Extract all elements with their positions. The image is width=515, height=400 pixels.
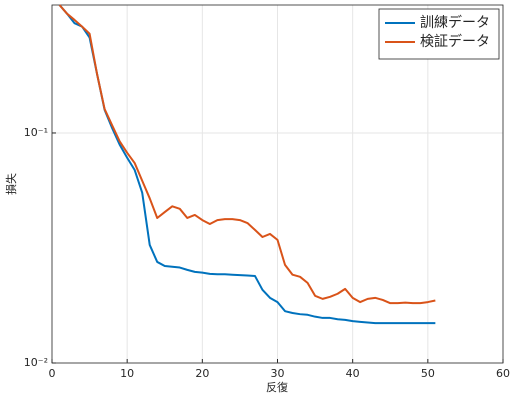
x-tick-label: 30 xyxy=(271,367,285,380)
legend-box xyxy=(378,8,500,60)
x-tick-label: 10 xyxy=(120,367,134,380)
x-tick-label: 0 xyxy=(49,367,56,380)
y-tick-label: 10⁻¹ xyxy=(24,126,48,139)
x-tick-label: 60 xyxy=(496,367,510,380)
legend-label: 訓練データ xyxy=(420,14,490,31)
series-line xyxy=(58,4,436,325)
x-tick-label: 40 xyxy=(346,367,360,380)
series-line xyxy=(58,4,436,305)
x-tick-label: 50 xyxy=(421,367,435,380)
x-axis-label: 反復 xyxy=(266,381,288,394)
x-tick-label: 20 xyxy=(195,367,209,380)
y-tick-label: 10⁻² xyxy=(24,356,48,369)
y-axis-label: 損失 xyxy=(4,173,18,195)
axes-box xyxy=(51,4,504,364)
legend-label: 検証データ xyxy=(420,33,490,50)
